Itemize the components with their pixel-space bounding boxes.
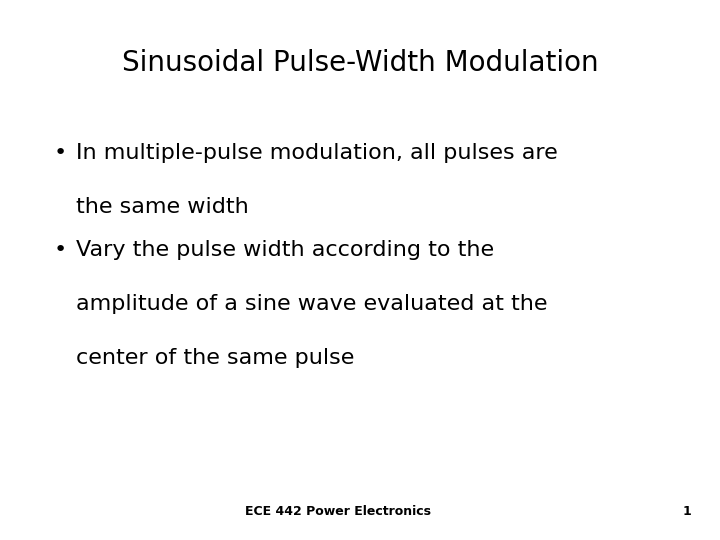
Text: Sinusoidal Pulse-Width Modulation: Sinusoidal Pulse-Width Modulation	[122, 49, 598, 77]
Text: the same width: the same width	[76, 197, 248, 217]
Text: •: •	[54, 240, 67, 260]
Text: Vary the pulse width according to the: Vary the pulse width according to the	[76, 240, 494, 260]
Text: In multiple-pulse modulation, all pulses are: In multiple-pulse modulation, all pulses…	[76, 143, 557, 163]
Text: 1: 1	[683, 505, 691, 518]
Text: •: •	[54, 143, 67, 163]
Text: amplitude of a sine wave evaluated at the: amplitude of a sine wave evaluated at th…	[76, 294, 547, 314]
Text: ECE 442 Power Electronics: ECE 442 Power Electronics	[246, 505, 431, 518]
Text: center of the same pulse: center of the same pulse	[76, 348, 354, 368]
